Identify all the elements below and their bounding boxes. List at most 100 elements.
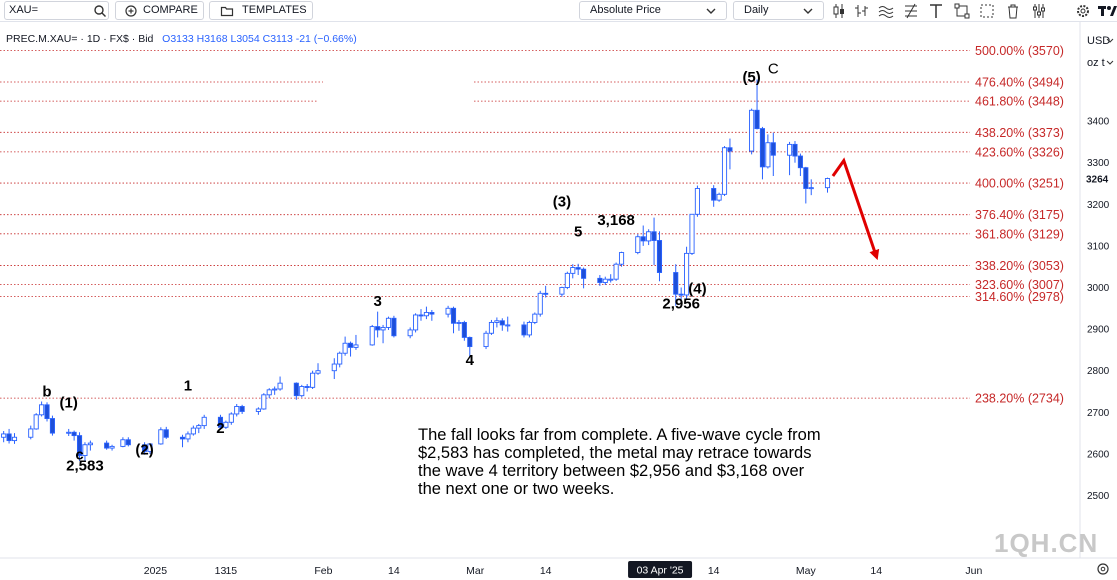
price-tick-label: 3200 <box>1087 200 1110 211</box>
candle-up <box>66 431 72 434</box>
settings-gear-icon[interactable] <box>1075 3 1091 19</box>
candle-down <box>429 312 435 315</box>
price-tick-label: 2500 <box>1087 491 1110 502</box>
candle-up <box>277 382 283 390</box>
price-axis-panel[interactable] <box>1080 22 1117 558</box>
candle-up <box>407 329 413 337</box>
legend-high: H3168 <box>196 33 228 45</box>
symbol-search[interactable]: XAU= <box>4 1 109 20</box>
legend-low: L3054 <box>230 33 260 45</box>
time-tick-label: Mar <box>466 565 485 577</box>
candle-down <box>467 336 473 348</box>
candle-down <box>347 342 354 348</box>
time-tick-label: Jun <box>965 565 982 577</box>
candle-down <box>179 436 186 440</box>
note-line: $2,583 has completed, the metal may retr… <box>418 444 812 462</box>
candle-down <box>651 231 657 241</box>
candle-up <box>147 443 153 452</box>
analysis-note: The fall looks far from complete. A five… <box>418 426 918 498</box>
text-tool-icon[interactable] <box>928 3 944 19</box>
candle-up <box>337 352 343 365</box>
time-axis-settings-icon[interactable] <box>1097 563 1109 575</box>
legend-interval: 1D <box>86 33 101 45</box>
candle-up <box>488 321 495 334</box>
candlestick-type-icon[interactable] <box>831 3 847 19</box>
price-chart[interactable]: b (1) c2,583 (2) 1 2 3 4 (3)5 3,168 2,956(4) (5) C 2… <box>0 22 1117 580</box>
price-mode-select[interactable]: Absolute Price <box>579 1 727 20</box>
currency-select[interactable] <box>1083 30 1115 48</box>
wave-label: 2,956 <box>662 295 700 312</box>
candle-up <box>380 326 386 331</box>
candle-up <box>120 439 126 447</box>
candle-up <box>353 344 359 348</box>
wave-label: c <box>75 446 83 463</box>
shape-tool-icon[interactable] <box>954 3 970 19</box>
candle-down <box>163 429 169 438</box>
wave-label: 3 <box>373 293 381 310</box>
bars-type-icon[interactable] <box>854 3 870 19</box>
fib-level-label: 238.20% (2734) <box>975 392 1064 406</box>
time-tick-label: 14 <box>540 565 552 577</box>
candle-down <box>391 317 397 337</box>
delete-icon[interactable] <box>1005 3 1021 19</box>
legend-separator: · <box>103 33 107 45</box>
candle-up <box>765 142 771 168</box>
candle-down <box>293 382 299 397</box>
annotation-tool-icon[interactable] <box>979 3 995 19</box>
search-icon[interactable] <box>93 4 107 18</box>
candle-up <box>369 326 375 346</box>
fib-level-label: 376.40% (3175) <box>975 208 1064 222</box>
candle-up <box>11 436 18 442</box>
candle-down <box>450 307 457 324</box>
candle-up <box>559 287 565 295</box>
candle-up <box>618 252 625 265</box>
symbol-input[interactable]: XAU= <box>9 4 39 16</box>
candle-down <box>418 314 424 317</box>
candle-up <box>613 263 619 280</box>
plot-area <box>0 22 1080 558</box>
templates-button[interactable]: TEMPLATES <box>209 1 313 20</box>
price-tick-label: 2600 <box>1087 449 1110 460</box>
candle-up <box>223 421 229 428</box>
candle-up <box>721 147 728 195</box>
candle-up <box>228 413 234 423</box>
adjust-icon[interactable] <box>1031 3 1047 19</box>
compare-label: COMPARE <box>143 4 198 16</box>
candle-down <box>543 292 549 295</box>
candle-up <box>787 143 793 156</box>
candle-up <box>190 427 196 435</box>
candle-down <box>44 404 50 419</box>
interval-select[interactable]: Daily <box>733 1 824 20</box>
templates-label: TEMPLATES <box>242 4 307 16</box>
candle-down <box>711 188 717 201</box>
candle-down <box>803 167 809 189</box>
candle-up <box>310 372 316 388</box>
candle-up <box>423 312 429 317</box>
candle-up <box>456 321 462 324</box>
candle-down <box>461 321 467 338</box>
ohlc-legend: PREC.M.XAU= · 1D · FX$ · Bid O3133 H3168… <box>6 33 357 45</box>
candle-up <box>635 236 641 254</box>
chevron-down-icon <box>1106 38 1114 43</box>
unit-label[interactable]: oz t <box>1087 57 1105 69</box>
candle-down <box>76 435 83 457</box>
price-mode-value: Absolute Price <box>590 4 661 16</box>
price-tick-label: 3100 <box>1087 241 1110 252</box>
wave-label: (5) <box>742 69 760 86</box>
wave-label: 5 <box>574 224 582 241</box>
price-tick-label: 3400 <box>1087 117 1110 128</box>
legend-separator: · <box>80 33 84 45</box>
fib-level-label: 423.60% (3326) <box>975 145 1064 159</box>
fib-level-label: 438.20% (3373) <box>975 126 1064 140</box>
time-tick-label: 14 <box>388 565 400 577</box>
candle-up <box>684 252 690 296</box>
candle-down <box>759 128 766 168</box>
fib-level-label: 361.80% (3129) <box>975 227 1064 241</box>
candle-up <box>564 272 570 288</box>
candle-up <box>33 414 39 430</box>
fib-tool-icon[interactable] <box>903 3 919 19</box>
compare-button[interactable]: COMPARE <box>115 1 204 20</box>
time-tick-label: 15 <box>225 565 237 577</box>
waves-icon[interactable] <box>878 3 894 19</box>
candle-up <box>266 389 272 396</box>
